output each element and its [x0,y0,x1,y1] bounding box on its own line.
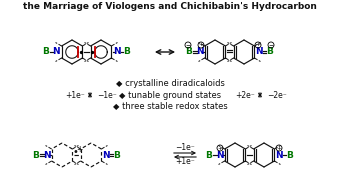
Text: +: + [198,43,204,47]
Text: ◆ crystalline diradicaloids: ◆ crystalline diradicaloids [116,80,224,88]
Text: N: N [102,150,110,160]
Text: B: B [186,47,192,57]
Text: +2e⁻: +2e⁻ [235,91,255,99]
Text: N: N [275,150,283,160]
Text: −: − [268,43,273,47]
Text: •: • [73,147,78,157]
Text: N: N [216,150,224,160]
Text: ◆ tunable ground states: ◆ tunable ground states [119,91,221,99]
Text: the Marriage of Viologens and Chichibabin's Hydrocarbon: the Marriage of Viologens and Chichibabi… [23,2,317,11]
Text: +: + [76,146,83,154]
Text: B: B [267,47,273,57]
Text: B: B [123,47,131,57]
Text: B: B [206,150,212,160]
Text: −2e⁻: −2e⁻ [267,91,287,99]
Text: N: N [255,47,263,57]
Text: +: + [217,146,223,150]
Text: +1e⁻: +1e⁻ [175,157,195,167]
Text: B: B [286,150,294,160]
Text: −1e⁻: −1e⁻ [175,143,195,153]
Text: B: B [43,47,49,57]
Text: −: − [186,43,191,47]
Text: B: B [114,150,120,160]
Text: N: N [196,47,204,57]
Text: N: N [52,47,60,57]
Text: +: + [276,146,282,150]
Text: B: B [32,150,40,160]
Text: +: + [255,43,261,47]
Text: N: N [113,47,121,57]
Text: N: N [43,150,51,160]
Text: −1e⁻: −1e⁻ [97,91,117,99]
Text: ◆ three stable redox states: ◆ three stable redox states [113,101,227,111]
Text: +1e⁻: +1e⁻ [65,91,85,99]
